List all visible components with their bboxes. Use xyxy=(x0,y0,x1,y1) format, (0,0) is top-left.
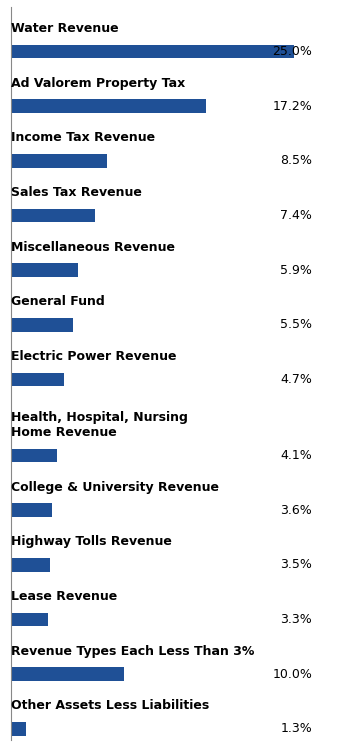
Text: 8.5%: 8.5% xyxy=(280,155,312,167)
Bar xyxy=(11,503,51,517)
Text: 3.5%: 3.5% xyxy=(280,558,312,571)
Text: 5.5%: 5.5% xyxy=(280,318,312,332)
Text: 10.0%: 10.0% xyxy=(272,668,312,681)
Text: Electric Power Revenue: Electric Power Revenue xyxy=(11,350,176,363)
Bar xyxy=(11,318,73,332)
Bar xyxy=(11,613,48,627)
Bar xyxy=(11,558,50,571)
Text: Other Assets Less Liabilities: Other Assets Less Liabilities xyxy=(11,699,209,713)
Text: Revenue Types Each Less Than 3%: Revenue Types Each Less Than 3% xyxy=(11,645,254,657)
Text: Water Revenue: Water Revenue xyxy=(11,22,118,35)
Text: 1.3%: 1.3% xyxy=(280,722,312,735)
Bar xyxy=(11,449,57,462)
Text: 4.7%: 4.7% xyxy=(280,373,312,386)
Text: 25.0%: 25.0% xyxy=(272,45,312,58)
Text: Highway Tolls Revenue: Highway Tolls Revenue xyxy=(11,536,172,548)
Text: 3.3%: 3.3% xyxy=(280,613,312,626)
Text: 17.2%: 17.2% xyxy=(273,99,312,113)
Text: Miscellaneous Revenue: Miscellaneous Revenue xyxy=(11,241,175,254)
Bar xyxy=(11,264,78,277)
Bar xyxy=(11,154,107,168)
Text: Income Tax Revenue: Income Tax Revenue xyxy=(11,131,155,144)
Text: 5.9%: 5.9% xyxy=(280,264,312,276)
Bar xyxy=(11,208,95,223)
Text: 3.6%: 3.6% xyxy=(280,503,312,517)
Text: College & University Revenue: College & University Revenue xyxy=(11,480,219,494)
Bar xyxy=(11,99,206,113)
Text: Sales Tax Revenue: Sales Tax Revenue xyxy=(11,186,142,199)
Bar xyxy=(11,373,64,386)
Text: Lease Revenue: Lease Revenue xyxy=(11,590,117,603)
Text: General Fund: General Fund xyxy=(11,295,104,309)
Text: 7.4%: 7.4% xyxy=(280,209,312,222)
Bar xyxy=(11,667,124,681)
Text: 4.1%: 4.1% xyxy=(280,449,312,462)
Bar xyxy=(11,45,294,58)
Text: Health, Hospital, Nursing
Home Revenue: Health, Hospital, Nursing Home Revenue xyxy=(11,411,188,439)
Text: Ad Valorem Property Tax: Ad Valorem Property Tax xyxy=(11,77,185,90)
Bar xyxy=(11,722,26,736)
